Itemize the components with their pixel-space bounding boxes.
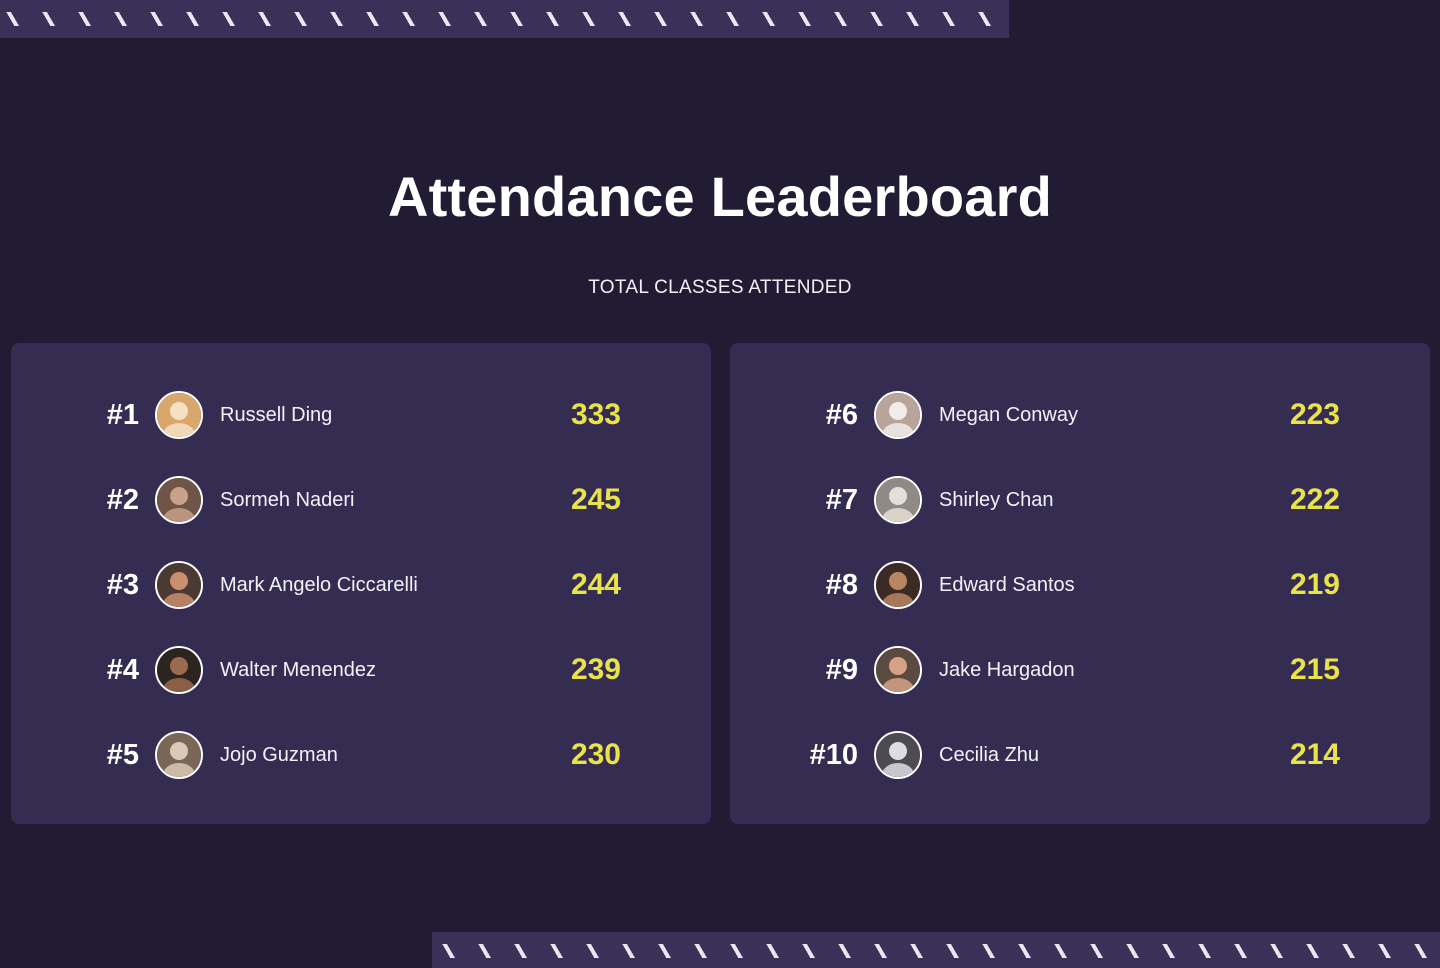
leaderboard-panel-right: #6 Megan Conway 223 #7 Shirley Chan 222 #8 Edwa… — [730, 343, 1430, 824]
rank-label: #10 — [809, 739, 858, 771]
person-avatar-icon — [874, 646, 922, 694]
member-name: Edward Santos — [939, 574, 1075, 596]
leaderboard-row: #9 Jake Hargadon 215 — [730, 628, 1430, 713]
member-name: Jake Hargadon — [939, 659, 1075, 681]
person-avatar-icon — [155, 646, 203, 694]
person-avatar-icon — [874, 391, 922, 439]
rank-label: #9 — [825, 654, 858, 686]
leaderboard-list-right: #6 Megan Conway 223 #7 Shirley Chan 222 #8 Edwa… — [730, 373, 1430, 798]
rank-label: #2 — [106, 484, 139, 516]
member-name: Sormeh Naderi — [220, 489, 355, 511]
dog-avatar-icon — [155, 391, 203, 439]
leaderboard-row: #5 Jojo Guzman 230 — [11, 713, 711, 798]
people-avatar-icon — [155, 476, 203, 524]
member-name: Cecilia Zhu — [939, 744, 1040, 766]
member-name: Mark Angelo Ciccarelli — [220, 574, 418, 596]
decorative-stripe-bottom — [432, 932, 1440, 968]
member-name: Walter Menendez — [220, 659, 376, 681]
classes-attended-count: 333 — [570, 398, 621, 431]
decorative-stripe-top — [0, 0, 1009, 38]
leaderboard-row: #1 Russell Ding 333 — [11, 373, 711, 458]
person-avatar-icon — [874, 476, 922, 524]
leaderboard-row: #7 Shirley Chan 222 — [730, 458, 1430, 543]
rank-label: #1 — [106, 399, 139, 431]
page-title: Attendance Leaderboard — [387, 165, 1053, 228]
rank-label: #7 — [825, 484, 858, 516]
rank-label: #3 — [106, 569, 139, 601]
leaderboard-row: #3 Mark Angelo Ciccarelli 244 — [11, 543, 711, 628]
person-avatar-icon — [155, 561, 203, 609]
classes-attended-count: 223 — [1289, 398, 1340, 431]
classes-attended-count: 219 — [1289, 568, 1340, 601]
rank-label: #4 — [106, 654, 139, 686]
member-name: Shirley Chan — [939, 489, 1054, 511]
leaderboard-panel-left: #1 Russell Ding 333 #2 Sormeh Naderi 245 #3 Mar… — [11, 343, 711, 824]
person-dog-avatar-icon — [155, 731, 203, 779]
member-name: Megan Conway — [939, 404, 1078, 426]
rank-label: #6 — [825, 399, 858, 431]
leaderboard-row: #2 Sormeh Naderi 245 — [11, 458, 711, 543]
rank-label: #5 — [106, 739, 139, 771]
member-name: Jojo Guzman — [220, 744, 338, 766]
classes-attended-count: 244 — [570, 568, 621, 601]
leaderboard-row: #6 Megan Conway 223 — [730, 373, 1430, 458]
classes-attended-count: 245 — [570, 483, 621, 516]
person-avatar-icon — [874, 731, 922, 779]
member-name: Russell Ding — [220, 404, 333, 426]
classes-attended-count: 239 — [570, 653, 621, 686]
leaderboard-list-left: #1 Russell Ding 333 #2 Sormeh Naderi 245 #3 Mar… — [11, 373, 711, 798]
leaderboard-row: #4 Walter Menendez 239 — [11, 628, 711, 713]
classes-attended-count: 222 — [1289, 483, 1340, 516]
person-avatar-icon — [874, 561, 922, 609]
classes-attended-count: 215 — [1289, 653, 1340, 686]
leaderboard-row: #8 Edward Santos 219 — [730, 543, 1430, 628]
classes-attended-count: 230 — [570, 738, 621, 771]
leaderboard-row: #10 Cecilia Zhu 214 — [730, 713, 1430, 798]
classes-attended-count: 214 — [1289, 738, 1340, 771]
rank-label: #8 — [825, 569, 858, 601]
page-subtitle: TOTAL CLASSES ATTENDED — [588, 277, 852, 298]
